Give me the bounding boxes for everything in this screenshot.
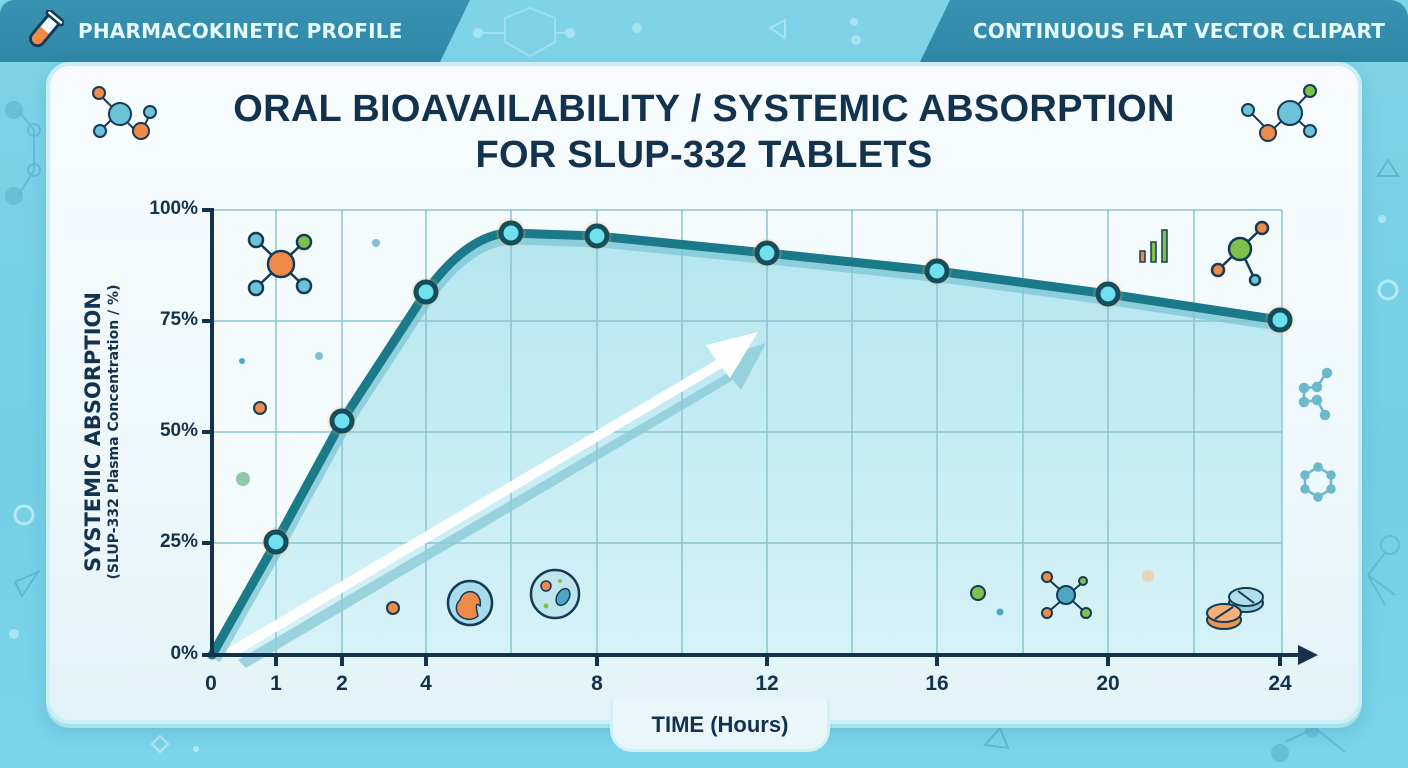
data-point-6h	[495, 217, 527, 249]
y-tick-75: 75%	[159, 309, 198, 330]
data-point-12h	[751, 237, 783, 269]
hexagon-molecule-icon	[1300, 462, 1336, 502]
molecule-icon	[92, 86, 157, 140]
x-tick-2: 2	[336, 672, 348, 695]
header-left-title: PHARMACOKINETIC PROFILE	[78, 19, 403, 43]
x-tick-0: 0	[205, 672, 217, 695]
y-axis-title: SYSTEMIC ABSORPTION	[81, 292, 105, 572]
chart-title: ORAL BIOAVAILABILITY / SYSTEMIC ABSORPTI…	[0, 86, 1408, 178]
chart-title-line2: FOR SLUP-332 TABLETS	[475, 134, 933, 176]
y-tick-100: 100%	[149, 198, 198, 219]
x-axis	[210, 653, 1300, 666]
x-axis-title: TIME (Hours)	[651, 711, 789, 737]
data-point-2h	[326, 405, 358, 437]
x-axis-label: TIME (Hours)	[610, 700, 830, 752]
data-point-4h	[410, 276, 442, 308]
data-markers	[260, 217, 1296, 558]
area-fill	[212, 233, 1282, 655]
data-point-16h	[921, 255, 953, 287]
header-right-title: CONTINUOUS FLAT VECTOR CLIPART	[972, 19, 1386, 43]
x-tick-4: 4	[420, 672, 432, 695]
x-tick-8: 8	[591, 672, 603, 695]
branch-molecule-icon	[1298, 367, 1333, 421]
molecule-icon	[1241, 84, 1317, 142]
header-banner-left: PHARMACOKINETIC PROFILE	[0, 0, 470, 62]
bar-chart-icon	[1139, 229, 1168, 263]
test-tube-icon	[29, 10, 64, 48]
x-tick-1: 1	[270, 672, 282, 695]
molecule-icon	[1210, 220, 1270, 287]
y-axis-subtitle: (SLUP-332 Plasma Concentration / %)	[106, 284, 122, 580]
data-point-8h	[581, 220, 613, 252]
cell-icon	[446, 579, 494, 627]
y-axis-label: SYSTEMIC ABSORPTION (SLUP-332 Plasma Con…	[81, 212, 123, 652]
pill-icon	[1206, 587, 1264, 630]
x-axis-arrowhead	[1298, 645, 1318, 665]
data-point-20h	[1092, 278, 1124, 310]
y-tick-50: 50%	[159, 420, 198, 441]
data-point-24h	[1264, 304, 1296, 336]
cell-icon	[529, 568, 581, 620]
y-tick-25: 25%	[159, 531, 198, 552]
x-tick-20: 20	[1096, 672, 1120, 695]
x-tick-16: 16	[925, 672, 949, 695]
data-point-1h	[260, 526, 292, 558]
y-axis	[202, 208, 214, 657]
trend-arrow	[225, 332, 766, 668]
grid-lines	[212, 209, 1283, 655]
x-tick-24: 24	[1268, 672, 1292, 695]
header-banner-right: CONTINUOUS FLAT VECTOR CLIPART	[920, 0, 1408, 62]
molecule-icon	[1041, 571, 1092, 619]
x-tick-12: 12	[755, 672, 779, 695]
chart-title-line1: ORAL BIOAVAILABILITY / SYSTEMIC ABSORPTI…	[233, 88, 1175, 130]
molecule-icon	[247, 231, 313, 297]
y-tick-0: 0%	[170, 643, 198, 664]
